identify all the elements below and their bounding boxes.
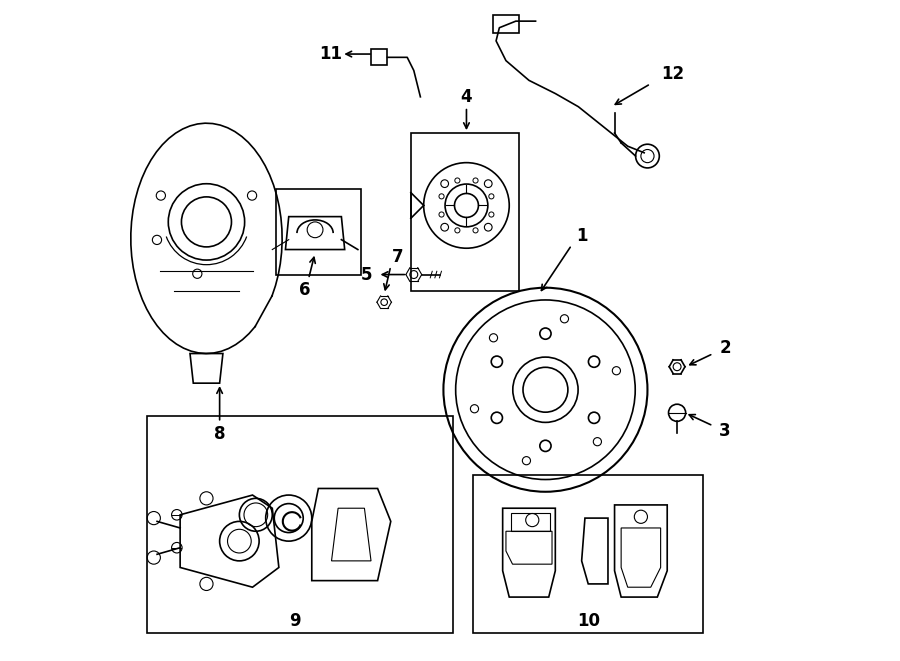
Text: 5: 5	[361, 266, 373, 284]
Text: 9: 9	[290, 613, 302, 631]
Bar	[473, 475, 704, 633]
Bar	[148, 416, 454, 633]
Text: 4: 4	[461, 89, 472, 106]
Text: 8: 8	[214, 426, 225, 444]
Text: 1: 1	[576, 227, 588, 245]
Text: 6: 6	[300, 281, 310, 299]
Text: 12: 12	[661, 65, 684, 83]
Text: 10: 10	[577, 613, 599, 631]
Text: 7: 7	[392, 249, 403, 266]
Text: 2: 2	[719, 339, 731, 358]
Bar	[493, 15, 519, 33]
Bar	[410, 133, 519, 291]
Bar	[371, 50, 388, 65]
Bar	[275, 189, 361, 274]
Text: 11: 11	[319, 45, 342, 63]
Text: 3: 3	[719, 422, 731, 440]
